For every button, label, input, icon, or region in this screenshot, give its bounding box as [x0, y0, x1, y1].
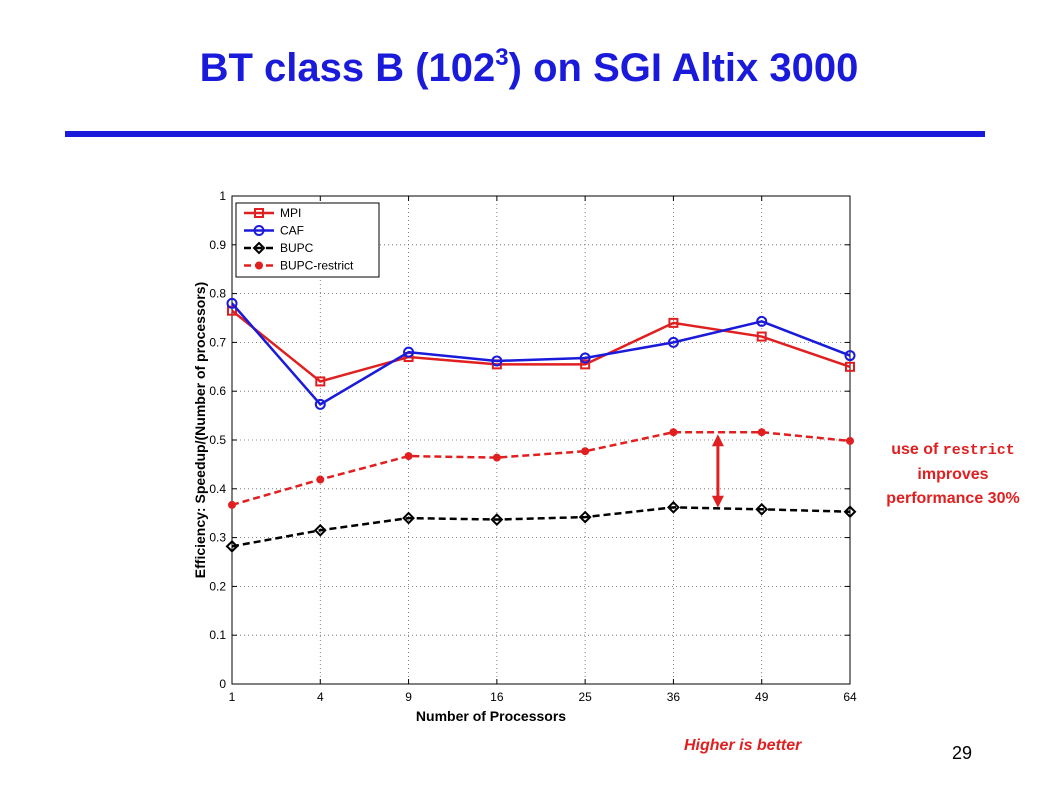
data-point-bupc	[313, 523, 327, 537]
data-point-caf	[667, 336, 679, 348]
data-point-caf	[226, 297, 238, 309]
annotation-code: restrict	[942, 442, 1015, 459]
y-tick-label: 0.3	[209, 531, 226, 545]
x-tick-label: 9	[405, 690, 412, 704]
x-axis-label: Number of Processors	[416, 708, 566, 724]
data-point-caf	[756, 315, 768, 327]
annotation-line-1: use of restrict	[858, 438, 1048, 463]
x-tick-label: 16	[490, 690, 504, 704]
data-point-bupc	[843, 505, 857, 519]
data-point-mpi	[580, 359, 591, 370]
slide-title: BT class B (1023) on SGI Altix 3000	[0, 44, 1058, 91]
x-tick-label: 49	[755, 690, 769, 704]
data-point-caf	[844, 350, 856, 362]
page-number: 29	[952, 743, 973, 763]
y-tick-label: 0.5	[209, 433, 226, 447]
data-point-bupc	[667, 500, 680, 514]
data-point-bupc-restrict	[492, 453, 501, 462]
data-point-bupc	[490, 513, 504, 526]
x-tick-label: 25	[578, 690, 592, 704]
annotation-arrow-head-down	[711, 495, 724, 508]
data-point-caf	[403, 346, 415, 358]
data-point-mpi	[756, 331, 767, 342]
data-point-bupc-restrict	[316, 475, 325, 484]
annotation-prefix: use of	[891, 441, 943, 458]
legend-marker	[255, 261, 263, 270]
y-tick-label: 0.1	[209, 628, 226, 642]
x-tick-label: 36	[667, 690, 681, 704]
legend-label: BUPC-restrict	[280, 259, 354, 273]
data-point-bupc-restrict	[669, 428, 678, 437]
restrict-annotation: use of restrict improves performance 30%	[858, 438, 1048, 511]
series-line-caf	[231, 302, 851, 406]
y-tick-label: 0.7	[209, 335, 226, 349]
data-point-bupc-restrict	[846, 436, 854, 445]
title-superscript: 3	[495, 44, 509, 71]
y-tick-label: 0	[219, 677, 226, 691]
data-point-bupc-restrict	[581, 447, 590, 456]
legend-marker	[252, 241, 266, 255]
title-main-text: BT class B (102	[199, 46, 496, 90]
y-tick-label: 0.4	[209, 482, 226, 496]
legend-label: BUPC	[280, 241, 314, 255]
legend-marker	[254, 208, 264, 218]
annotation-line-3: performance 30%	[886, 490, 1020, 507]
data-point-bupc-restrict	[404, 452, 413, 461]
data-point-bupc	[755, 502, 769, 516]
series-line-bupc	[231, 506, 851, 548]
title-end-text: ) on SGI Altix 3000	[508, 46, 859, 90]
data-point-bupc	[225, 539, 239, 553]
x-tick-label: 1	[229, 690, 236, 704]
data-point-caf	[491, 355, 503, 367]
data-point-mpi	[227, 305, 237, 316]
data-point-bupc	[402, 511, 415, 525]
data-point-bupc	[578, 510, 592, 524]
data-point-caf	[314, 398, 326, 410]
series-line-mpi	[231, 309, 851, 383]
y-tick-label: 1	[219, 189, 226, 203]
x-tick-label: 4	[317, 690, 324, 704]
higher-is-better-note: Higher is better	[684, 737, 802, 754]
data-point-bupc-restrict	[757, 428, 766, 437]
legend-marker	[253, 225, 265, 236]
data-point-mpi	[668, 317, 679, 328]
data-point-bupc-restrict	[228, 500, 236, 509]
x-tick-label: 64	[843, 690, 857, 704]
data-point-mpi	[315, 376, 326, 387]
legend-label: CAF	[280, 224, 304, 238]
data-point-caf	[579, 352, 591, 364]
title-underline	[65, 131, 985, 137]
y-tick-label: 0.6	[209, 384, 226, 398]
data-point-mpi	[845, 361, 855, 372]
y-tick-label: 0.9	[209, 238, 226, 252]
y-tick-label: 0.8	[209, 287, 226, 301]
series-line-bupc-restrict	[231, 430, 851, 507]
annotation-arrow-head-up	[711, 434, 724, 447]
annotation-line-2: improves	[917, 466, 989, 483]
y-tick-label: 0.2	[209, 579, 226, 593]
legend-label: MPI	[280, 206, 301, 220]
y-axis-label: Efficiency: Speedup/(Number of processor…	[192, 282, 208, 578]
